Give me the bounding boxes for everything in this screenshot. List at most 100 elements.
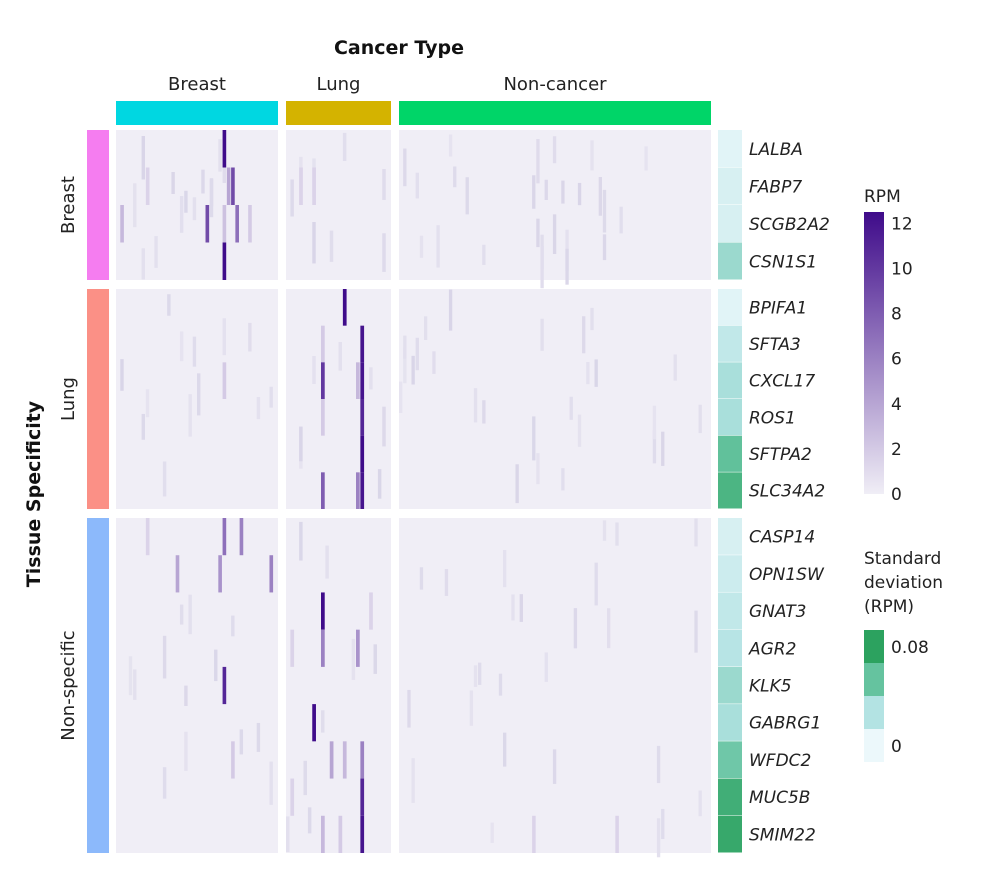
rpm-tick-12: 12 xyxy=(891,214,913,234)
cell-agr2-lung xyxy=(290,629,295,667)
cell-muc5b-lung xyxy=(360,778,365,816)
sd-cell-smim22 xyxy=(718,815,742,853)
noise-cell xyxy=(179,331,184,362)
noise-cell xyxy=(133,183,137,228)
gene-label-lalba: LALBA xyxy=(749,140,803,160)
sd-cell-klk5 xyxy=(718,666,742,704)
sd-cell-sfta3 xyxy=(718,325,742,362)
cell-smim22-non-cancer xyxy=(532,815,536,853)
cell-scgb2a2-breast xyxy=(248,205,252,243)
sd-legend-title-3: (RPM) xyxy=(864,597,914,617)
cell-sfta3-lung xyxy=(360,325,365,363)
cell-slc34a2-lung xyxy=(360,472,365,509)
noise-cell xyxy=(171,172,175,194)
noise-cell xyxy=(133,669,137,700)
noise-cell xyxy=(373,644,377,674)
cell-fabp7-lung xyxy=(312,167,316,205)
sd-swatch-2 xyxy=(864,696,884,729)
gene-label-wfdc2: WFDC2 xyxy=(749,751,811,771)
column-group-bar-lung xyxy=(286,101,391,125)
noise-cell xyxy=(561,468,565,491)
noise-cell xyxy=(652,405,657,440)
cell-fabp7-breast xyxy=(231,167,235,205)
sd-cell-casp14 xyxy=(718,518,742,555)
noise-cell xyxy=(141,413,145,440)
noise-cell xyxy=(188,594,192,635)
noise-cell xyxy=(269,386,273,408)
noise-cell xyxy=(377,469,382,499)
noise-cell xyxy=(573,608,578,649)
sd-cell-cxcl17 xyxy=(718,362,742,399)
noise-cell xyxy=(602,520,607,541)
noise-cell xyxy=(197,373,201,416)
cell-csn1s1-breast xyxy=(222,242,227,280)
noise-cell xyxy=(179,196,184,233)
cell-sftpa2-lung xyxy=(360,435,365,473)
noise-cell xyxy=(184,731,188,771)
noise-cell xyxy=(231,615,235,637)
column-group-label-non-cancer: Non-cancer xyxy=(503,74,607,95)
noise-cell xyxy=(312,221,316,264)
noise-cell xyxy=(444,569,449,596)
cell-lalba-breast xyxy=(222,130,227,168)
rpm-tick-2: 2 xyxy=(891,440,902,460)
cell-bpifa1-lung xyxy=(342,289,347,326)
noise-cell xyxy=(128,656,133,696)
noise-cell xyxy=(552,749,557,784)
column-group-label-breast: Breast xyxy=(168,74,226,95)
noise-cell xyxy=(419,567,424,590)
noise-cell xyxy=(145,389,150,418)
noise-cell xyxy=(552,214,557,255)
cell-smim22-lung xyxy=(321,815,325,853)
cell-scgb2a2-breast xyxy=(222,205,227,243)
noise-cell xyxy=(184,190,188,213)
noise-cell xyxy=(490,822,494,843)
gene-label-sftpa2: SFTPA2 xyxy=(749,445,812,465)
noise-cell xyxy=(532,416,536,461)
noise-cell xyxy=(192,197,197,221)
gene-label-scgb2a2: SCGB2A2 xyxy=(749,215,830,235)
noise-cell xyxy=(201,169,205,194)
noise-cell xyxy=(415,337,419,371)
sd-cell-bpifa1 xyxy=(718,289,742,326)
noise-cell xyxy=(399,381,403,414)
gene-label-casp14: CASP14 xyxy=(749,528,815,548)
cell-wfdc2-breast xyxy=(231,741,235,779)
noise-cell xyxy=(552,136,557,164)
cell-wfdc2-lung xyxy=(360,741,365,779)
noise-cell xyxy=(141,248,145,280)
noise-cell xyxy=(544,179,548,200)
cell-fabp7-lung xyxy=(299,167,303,205)
noise-cell xyxy=(415,172,419,199)
noise-cell xyxy=(382,406,386,447)
cell-casp14-breast xyxy=(145,518,150,556)
gene-label-ros1: ROS1 xyxy=(749,408,796,428)
gene-label-gabrg1: GABRG1 xyxy=(749,714,821,734)
row-group-bar-non-specific xyxy=(87,518,109,853)
row-group-bar-breast xyxy=(87,130,109,280)
cell-ros1-lung xyxy=(321,399,325,436)
gene-label-cxcl17: CXCL17 xyxy=(749,372,815,392)
gene-label-fabp7: FABP7 xyxy=(749,177,802,197)
noise-cell xyxy=(369,367,373,390)
noise-cell xyxy=(214,649,218,682)
panel-1-1 xyxy=(286,289,391,509)
noise-cell xyxy=(473,388,478,423)
rpm-colorbar xyxy=(864,212,884,494)
noise-cell xyxy=(590,140,594,171)
noise-cell xyxy=(594,562,598,606)
gene-label-muc5b: MUC5B xyxy=(749,788,810,808)
rpm-legend-title: RPM xyxy=(864,187,901,207)
column-group-label-lung: Lung xyxy=(317,74,361,95)
noise-cell xyxy=(312,356,316,385)
noise-cell xyxy=(469,690,474,726)
noise-cell xyxy=(453,166,457,188)
noise-cell xyxy=(590,307,594,331)
noise-cell xyxy=(407,689,411,728)
noise-cell xyxy=(411,758,415,803)
noise-cell xyxy=(432,351,436,374)
cell-gnat3-lung xyxy=(321,592,325,630)
sd-cell-slc34a2 xyxy=(718,472,742,509)
noise-cell xyxy=(565,248,569,285)
noise-cell xyxy=(269,761,273,805)
